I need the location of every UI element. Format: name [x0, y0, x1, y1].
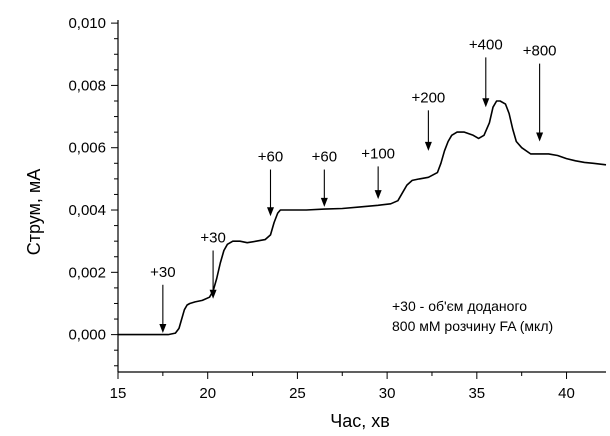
arrow-head: [482, 98, 490, 108]
addition-label: +60: [312, 149, 337, 166]
addition-label: +800: [523, 43, 557, 60]
arrow-head: [536, 132, 544, 142]
y-tick-label: 0,008: [68, 77, 106, 94]
addition-label: +30: [150, 264, 175, 281]
arrow-head: [267, 207, 274, 217]
x-tick-label: 30: [379, 385, 396, 402]
annotations-group: +30 +30 +60 +60 +100 +200 +400 +800: [150, 36, 557, 334]
series-group: [118, 100, 607, 336]
x-axis-title: Час, хв: [330, 411, 390, 431]
x-tick-label: 35: [468, 385, 485, 402]
axes-group: 15 20 25 30 35 40 0,000 0,002 0,004 0,006 0,008 0,0…: [68, 15, 606, 402]
series-line: [118, 100, 607, 336]
y-axis-title: Струм, мА: [24, 169, 44, 256]
arrow-head: [424, 141, 432, 151]
y-tick-label: 0,006: [68, 140, 106, 157]
arrow-head: [374, 190, 382, 200]
addition-label: +30: [200, 230, 225, 247]
x-tick-label: 40: [558, 385, 575, 402]
y-tick-label: 0,000: [68, 327, 106, 344]
y-tick-label: 0,004: [68, 202, 106, 219]
arrow-head: [320, 197, 328, 207]
note-line-1: +30 - об'єм доданого: [392, 298, 527, 314]
addition-label: +100: [361, 145, 395, 162]
addition-label: +200: [411, 89, 445, 106]
arrow-head: [159, 324, 167, 334]
y-tick-label: 0,002: [68, 264, 106, 281]
addition-label: +400: [469, 36, 503, 53]
x-tick-label: 15: [110, 385, 127, 402]
arrow-head: [209, 289, 217, 299]
x-tick-label: 25: [289, 385, 306, 402]
y-tick-label: 0,010: [68, 15, 106, 32]
addition-label: +60: [258, 149, 283, 166]
x-tick-label: 20: [199, 385, 216, 402]
note-line-2: 800 мМ розчину FA (мкл): [392, 318, 553, 334]
